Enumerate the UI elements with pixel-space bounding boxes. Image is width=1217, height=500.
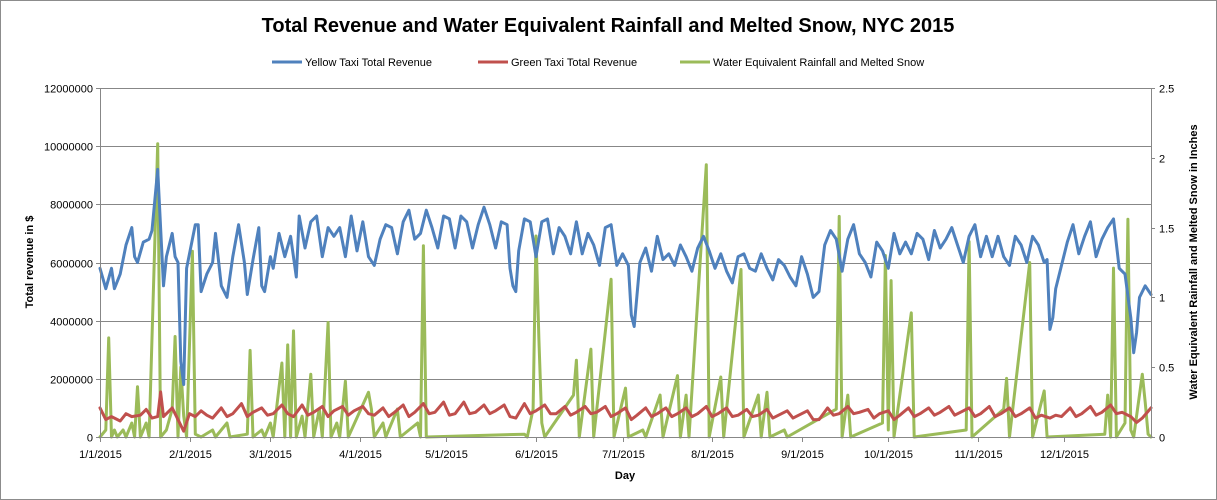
y-tick-label: 0 [87, 433, 93, 445]
axes: 0200000040000006000000800000010000000120… [44, 84, 1174, 462]
y2-tick-label: 2 [1159, 154, 1165, 166]
y-tick-label: 4000000 [50, 317, 93, 329]
legend-label: Water Equivalent Rainfall and Melted Sno… [713, 57, 924, 69]
x-tick-label: 3/1/2015 [249, 449, 292, 461]
y-tick-label: 12000000 [44, 84, 93, 96]
x-tick-label: 8/1/2015 [691, 449, 734, 461]
x-tick-label: 4/1/2015 [339, 449, 382, 461]
y2-tick-label: 1.5 [1159, 224, 1174, 236]
y-tick-label: 10000000 [44, 142, 93, 154]
y-tick-label: 2000000 [50, 375, 93, 387]
legend-label: Yellow Taxi Total Revenue [305, 57, 432, 69]
legend: Yellow Taxi Total Revenue Green Taxi Tota… [272, 57, 924, 69]
chart-title: Total Revenue and Water Equivalent Rainf… [262, 15, 955, 37]
y2-axis-title: Water Equivalent Rainfall and Melted Sno… [1188, 124, 1200, 399]
x-tick-label: 7/1/2015 [602, 449, 645, 461]
x-tick-label: 10/1/2015 [864, 449, 913, 461]
y2-tick-label: 0.5 [1159, 363, 1174, 375]
y2-tick-label: 1 [1159, 293, 1165, 305]
series-line-1 [98, 390, 1153, 433]
series-lines [98, 142, 1153, 439]
y2-tick-label: 0 [1159, 433, 1165, 445]
series-line-0 [98, 167, 1153, 387]
x-tick-label: 6/1/2015 [515, 449, 558, 461]
series-line-2 [98, 142, 1153, 439]
legend-label: Green Taxi Total Revenue [511, 57, 637, 69]
y2-tick-label: 2.5 [1159, 84, 1174, 96]
x-tick-label: 1/1/2015 [79, 449, 122, 461]
x-tick-label: 2/1/2015 [169, 449, 212, 461]
y-axis-title: Total revenue in $ [24, 216, 36, 309]
y-tick-label: 6000000 [50, 259, 93, 271]
x-tick-label: 9/1/2015 [781, 449, 824, 461]
x-tick-label: 5/1/2015 [425, 449, 468, 461]
y-tick-label: 8000000 [50, 200, 93, 212]
x-tick-label: 12/1/2015 [1040, 449, 1089, 461]
x-axis-title: Day [615, 470, 636, 482]
x-tick-label: 11/1/2015 [954, 449, 1002, 461]
